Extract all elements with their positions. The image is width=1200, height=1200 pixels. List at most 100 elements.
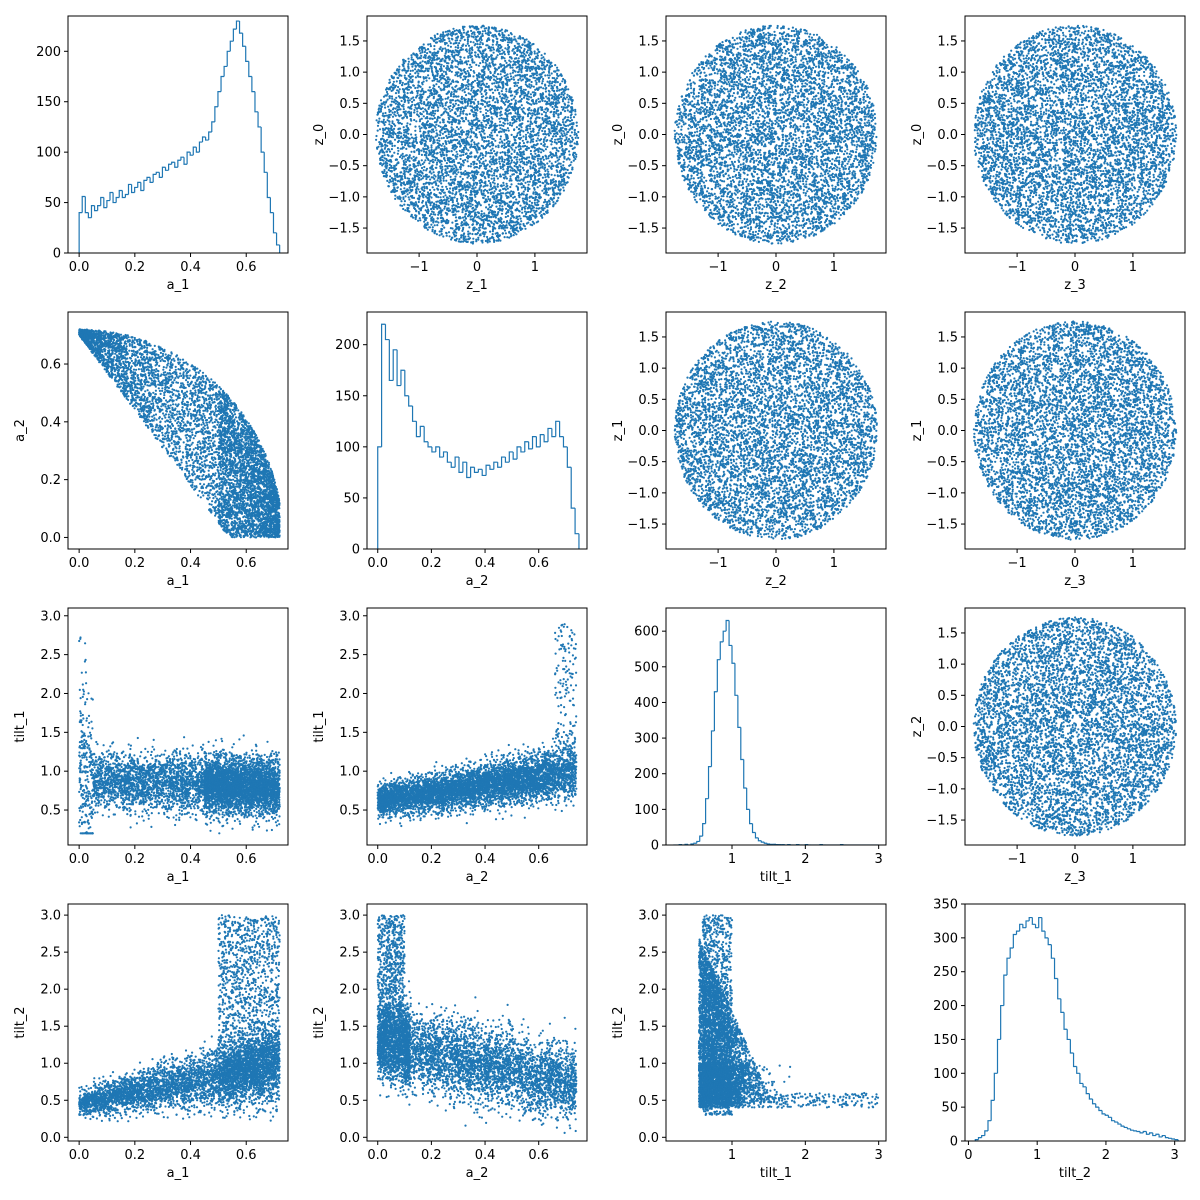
scatter-point	[438, 147, 440, 149]
scatter-point	[492, 44, 494, 46]
scatter-point	[425, 219, 427, 221]
scatter-point	[454, 213, 456, 215]
scatter-point	[492, 148, 494, 150]
scatter-point	[545, 148, 547, 150]
scatter-point	[484, 106, 486, 108]
scatter-point	[458, 107, 460, 109]
scatter-point	[396, 89, 398, 91]
scatter-point	[502, 125, 504, 127]
scatter-point	[465, 94, 467, 96]
scatter-point	[454, 134, 456, 136]
scatter-point	[415, 120, 417, 122]
scatter-point	[576, 125, 578, 127]
scatter-point	[486, 101, 488, 103]
scatter-point	[555, 161, 557, 163]
scatter-point	[563, 156, 565, 158]
scatter-point	[411, 58, 413, 60]
scatter-point	[522, 167, 524, 169]
scatter-point	[499, 127, 501, 129]
scatter-point	[504, 66, 506, 68]
scatter-point	[468, 67, 470, 69]
scatter-point	[470, 177, 472, 179]
scatter-point	[394, 195, 396, 197]
scatter-point	[477, 147, 479, 149]
scatter-point	[436, 132, 438, 134]
scatter-point	[472, 238, 474, 240]
scatter-point	[527, 63, 529, 65]
scatter-point	[456, 153, 458, 155]
scatter-point	[437, 116, 439, 118]
scatter-point	[445, 71, 447, 73]
scatter-point	[433, 171, 435, 173]
scatter-point	[382, 160, 384, 162]
scatter-point	[426, 174, 428, 176]
scatter-point	[466, 209, 468, 211]
scatter-point	[457, 95, 459, 97]
scatter-point	[454, 86, 456, 88]
scatter-point	[430, 144, 432, 146]
scatter-point	[440, 209, 442, 211]
scatter-point	[408, 106, 410, 108]
scatter-point	[526, 197, 528, 199]
scatter-point	[543, 201, 545, 203]
scatter-point	[534, 50, 536, 52]
scatter-point	[459, 155, 461, 157]
scatter-point	[487, 136, 489, 138]
scatter-point	[445, 108, 447, 110]
scatter-point	[410, 190, 412, 192]
scatter-point	[567, 169, 569, 171]
scatter-point	[567, 140, 569, 142]
scatter-point	[530, 45, 532, 47]
scatter-point	[448, 108, 450, 110]
scatter-point	[472, 61, 474, 63]
scatter-point	[520, 152, 522, 154]
scatter-point	[468, 165, 470, 167]
scatter-point	[499, 205, 501, 207]
scatter-point	[544, 199, 546, 201]
scatter-point	[575, 137, 577, 139]
scatter-point	[477, 216, 479, 218]
scatter-point	[404, 83, 406, 85]
scatter-point	[455, 234, 457, 236]
scatter-point	[513, 157, 515, 159]
scatter-point	[467, 198, 469, 200]
scatter-point	[440, 212, 442, 214]
scatter-point	[473, 174, 475, 176]
scatter-point	[522, 55, 524, 57]
scatter-point	[562, 78, 564, 80]
scatter-point	[454, 111, 456, 113]
scatter-point	[507, 76, 509, 78]
scatter-point	[506, 115, 508, 117]
scatter-point	[406, 130, 408, 132]
scatter-point	[445, 104, 447, 106]
scatter-point	[393, 152, 395, 154]
scatter-point	[401, 100, 403, 102]
scatter-point	[465, 138, 467, 140]
scatter-point	[568, 177, 570, 179]
scatter-point	[423, 161, 425, 163]
scatter-point	[474, 143, 476, 145]
scatter-point	[566, 94, 568, 96]
scatter-point	[442, 143, 444, 145]
scatter-point	[553, 115, 555, 117]
scatter-point	[467, 120, 469, 122]
scatter-point	[543, 71, 545, 73]
scatter-point	[524, 59, 526, 61]
scatter-point	[520, 90, 522, 92]
scatter-point	[413, 99, 415, 101]
scatter-point	[527, 91, 529, 93]
scatter-point	[514, 39, 516, 41]
scatter-point	[495, 44, 497, 46]
scatter-point	[445, 180, 447, 182]
scatter-point	[562, 98, 564, 100]
scatter-point	[543, 58, 545, 60]
scatter-point	[526, 222, 528, 224]
scatter-point	[426, 211, 428, 213]
scatter-point	[563, 90, 565, 92]
scatter-point	[397, 150, 399, 152]
scatter-point	[423, 183, 425, 185]
scatter-point	[427, 89, 429, 91]
scatter-point	[437, 174, 439, 176]
scatter-point	[445, 80, 447, 82]
scatter-point	[375, 139, 377, 141]
